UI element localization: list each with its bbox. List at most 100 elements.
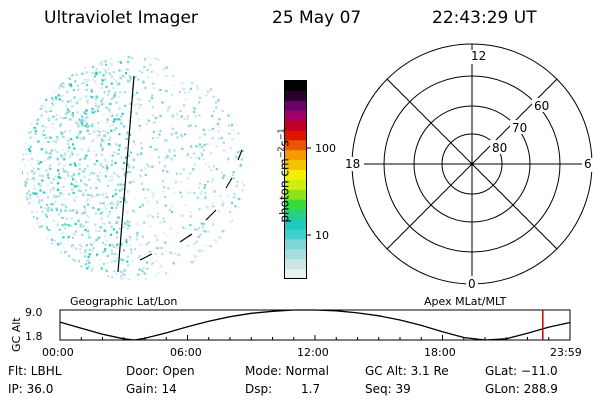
uv-pixel — [105, 239, 108, 242]
uv-pixel — [52, 98, 55, 101]
uv-pixel — [176, 114, 179, 117]
uv-pixel — [32, 260, 35, 263]
uv-pixel — [146, 267, 149, 270]
uv-pixel — [156, 201, 159, 204]
uv-pixel — [30, 267, 33, 270]
uv-pixel — [62, 285, 64, 287]
uv-pixel — [56, 251, 59, 254]
uv-pixel — [44, 148, 47, 151]
uv-pixel — [66, 171, 69, 174]
uv-pixel — [227, 114, 230, 117]
uv-pixel — [51, 268, 54, 271]
uv-pixel — [62, 167, 65, 170]
uv-pixel — [64, 59, 67, 63]
uv-pixel — [121, 187, 124, 190]
colorbar-segment — [284, 120, 307, 131]
uv-pixel — [52, 257, 55, 260]
uv-pixel — [134, 247, 137, 251]
uv-pixel — [136, 91, 139, 94]
colorbar-segment — [284, 110, 307, 121]
uv-pixel — [45, 189, 48, 192]
uv-pixel — [143, 58, 147, 61]
uv-pixel — [26, 210, 29, 213]
uv-pixel — [27, 268, 30, 271]
uv-pixel — [65, 170, 68, 173]
uv-pixel — [88, 71, 91, 74]
uv-pixel — [97, 110, 100, 113]
uv-pixel — [34, 126, 37, 130]
uv-pixel — [195, 240, 198, 244]
uv-pixel — [207, 76, 210, 79]
uv-pixel — [100, 103, 104, 106]
uv-pixel — [213, 190, 216, 193]
uv-pixel — [231, 173, 234, 177]
uv-pixel — [80, 265, 83, 268]
uv-pixel — [34, 229, 37, 232]
uv-pixel — [103, 91, 106, 94]
uv-pixel — [175, 172, 178, 175]
uv-pixel — [247, 74, 249, 76]
uv-pixel — [49, 107, 52, 110]
uv-pixel — [57, 70, 61, 73]
uv-pixel — [22, 221, 23, 224]
uv-pixel — [113, 128, 116, 132]
uv-pixel — [73, 262, 76, 265]
uv-pixel — [161, 169, 165, 172]
uv-pixel — [105, 169, 108, 172]
uv-pixel — [245, 245, 246, 248]
uv-pixel — [236, 180, 239, 183]
uv-pixel — [39, 189, 42, 192]
uv-pixel — [203, 186, 206, 189]
cbar-tick-10: 10 — [315, 229, 329, 242]
uv-pixel — [162, 217, 165, 220]
uv-pixel — [218, 267, 221, 270]
uv-pixel — [119, 195, 122, 199]
uv-pixel — [208, 143, 211, 146]
uv-pixel — [142, 258, 145, 261]
uv-pixel — [114, 91, 117, 94]
uv-pixel — [86, 197, 89, 200]
uv-pixel — [222, 97, 225, 100]
uv-pixel — [29, 62, 32, 65]
uv-pixel — [86, 115, 89, 118]
uv-pixel — [112, 130, 115, 133]
uv-pixel — [79, 225, 82, 228]
uv-pixel — [59, 123, 62, 126]
uv-pixel — [217, 99, 220, 102]
uv-pixel — [208, 255, 211, 258]
uv-pixel — [224, 188, 227, 192]
uv-pixel — [211, 181, 214, 184]
uv-pixel — [110, 249, 113, 252]
uv-pixel — [145, 243, 148, 246]
uv-pixel — [77, 218, 80, 222]
uv-pixel — [198, 114, 201, 117]
uv-pixel — [105, 63, 108, 66]
uv-pixel — [130, 248, 133, 251]
uv-pixel — [84, 229, 87, 232]
uv-pixel — [24, 184, 27, 187]
uv-pixel — [108, 253, 111, 256]
uv-pixel — [126, 220, 129, 223]
uv-pixel — [42, 129, 45, 132]
uv-pixel — [231, 244, 234, 247]
uv-pixel — [67, 255, 71, 258]
uv-pixel — [134, 76, 137, 79]
uv-pixel — [49, 254, 52, 258]
uv-pixel — [224, 256, 227, 259]
uv-pixel — [138, 268, 141, 271]
uv-pixel — [39, 184, 42, 187]
uv-pixel — [70, 62, 73, 65]
uv-pixel — [91, 125, 94, 128]
uv-pixel — [126, 224, 129, 227]
uv-pixel — [28, 51, 30, 53]
uv-pixel — [85, 244, 88, 247]
uv-pixel — [113, 260, 116, 263]
uv-pixel — [105, 72, 108, 75]
uv-pixel — [99, 202, 102, 205]
uv-pixel — [200, 284, 202, 286]
uv-pixel — [45, 191, 48, 195]
uv-pixel — [221, 79, 224, 82]
uv-pixel — [210, 152, 213, 155]
uv-pixel — [109, 125, 112, 128]
uv-pixel — [94, 102, 97, 105]
